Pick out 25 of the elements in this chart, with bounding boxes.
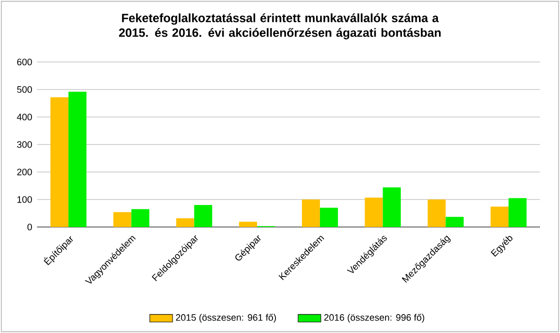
bar xyxy=(194,205,212,227)
legend-label: 2015 (összesen: 961 fő) xyxy=(176,314,276,323)
bar xyxy=(490,206,509,227)
bar xyxy=(113,212,132,227)
legend-label: 2016 (összesen: 996 fő) xyxy=(324,314,424,323)
y-tick-label: 600 xyxy=(17,58,32,66)
y-tick-label: 500 xyxy=(17,86,32,93)
bar xyxy=(382,187,401,227)
bar xyxy=(239,222,258,227)
y-tick-label: 400 xyxy=(16,114,32,120)
y-tick-label: 0 xyxy=(27,224,32,230)
y-tick-label: 300 xyxy=(17,141,32,148)
bar xyxy=(508,198,527,227)
bar xyxy=(428,200,446,227)
bar xyxy=(50,97,68,227)
bar xyxy=(302,200,320,227)
bar xyxy=(176,218,194,227)
y-tick-label: 100 xyxy=(17,196,32,203)
y-tick-label: 200 xyxy=(17,168,32,176)
bar xyxy=(320,208,338,227)
chart-title: Feketefoglalkoztatással érintett munkavállalók száma a 2015. és 2016. évi akcióellenőrzésen ágazati bontásban xyxy=(119,13,441,40)
bar xyxy=(364,198,383,227)
bar xyxy=(131,209,150,227)
bar xyxy=(446,216,464,227)
bar xyxy=(68,92,86,227)
